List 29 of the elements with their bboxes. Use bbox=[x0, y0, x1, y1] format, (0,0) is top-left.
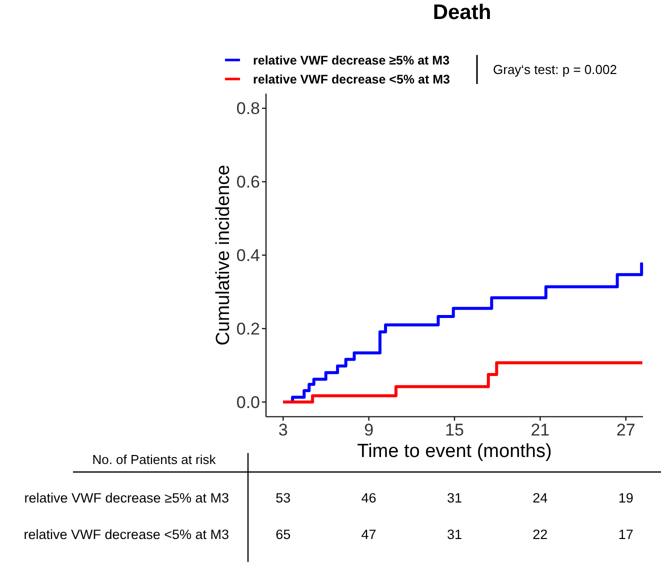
text: No. of Patients at risk bbox=[92, 452, 216, 467]
y-tick-label: 0.4 bbox=[236, 246, 260, 266]
text: 47 bbox=[361, 527, 376, 542]
text: relative VWF decrease ≥5% at M3 bbox=[24, 490, 229, 506]
text: 17 bbox=[618, 527, 634, 542]
x-tick-label: 27 bbox=[616, 420, 636, 440]
x-tick-label: 9 bbox=[364, 420, 374, 440]
y-tick-label: 0.0 bbox=[236, 392, 260, 412]
y-tick-label: 0.2 bbox=[236, 320, 260, 339]
x-axis-title: Time to event (months) bbox=[357, 441, 552, 462]
text: 19 bbox=[618, 490, 634, 506]
text: 53 bbox=[276, 490, 291, 506]
x-tick-label: 3 bbox=[278, 420, 288, 440]
y-axis-title: Cumulative incidence bbox=[213, 164, 234, 346]
text: 31 bbox=[446, 490, 462, 506]
y-tick-label: 0.8 bbox=[236, 99, 260, 118]
x-tick-label: 21 bbox=[530, 420, 550, 440]
y-tick-label: 0.6 bbox=[236, 172, 260, 192]
legend-label: relative VWF decrease ≥5% at M3 bbox=[253, 53, 450, 68]
text: 46 bbox=[361, 490, 376, 506]
text: 65 bbox=[276, 527, 291, 542]
text: 22 bbox=[532, 527, 548, 542]
text: 31 bbox=[446, 527, 462, 542]
text: 24 bbox=[532, 490, 548, 506]
legend-label: relative VWF decrease <5% at M3 bbox=[253, 72, 450, 86]
x-tick-label: 15 bbox=[445, 420, 464, 440]
chart-title: Death bbox=[432, 1, 492, 24]
text: relative VWF decrease <5% at M3 bbox=[24, 527, 229, 542]
text: Gray‘s test: p = 0.002 bbox=[493, 62, 617, 78]
